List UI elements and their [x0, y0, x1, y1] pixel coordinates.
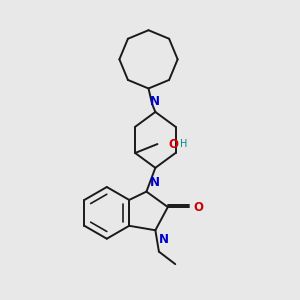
Text: O: O — [169, 138, 179, 151]
Text: N: N — [159, 232, 169, 246]
Text: H: H — [180, 139, 188, 149]
Text: N: N — [150, 176, 160, 189]
Text: O: O — [194, 201, 203, 214]
Text: N: N — [150, 95, 160, 108]
